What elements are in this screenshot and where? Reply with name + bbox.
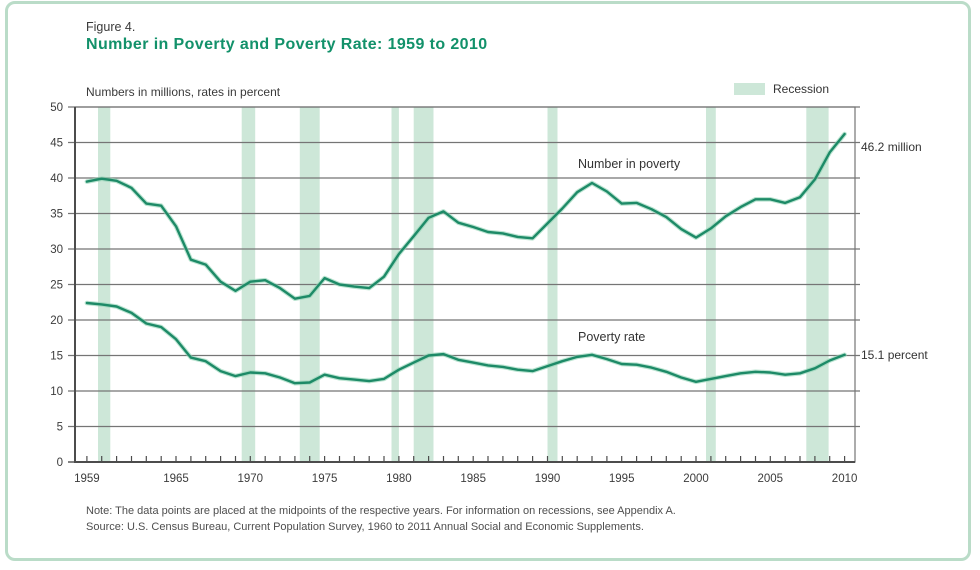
x-tick-label: 1985 — [460, 473, 486, 485]
y-tick-label: 15 — [50, 351, 63, 363]
x-tick-label: 1965 — [163, 473, 189, 485]
note-text: Note: The data points are placed at the … — [86, 505, 676, 517]
y-tick-label: 40 — [50, 173, 63, 185]
chart-canvas: 1959 1965 1970 1975 1980 1985 1990 1995 2000 2005… — [50, 102, 860, 485]
y-tick-label: 45 — [50, 138, 63, 150]
x-tick-label: 1959 — [74, 473, 100, 485]
annotation-number-end-value: 46.2 million — [861, 140, 922, 154]
series-label-poverty-rate: Poverty rate — [578, 330, 646, 344]
line-poverty-rate — [85, 301, 846, 385]
axis-units-label: Numbers in millions, rates in percent — [86, 85, 281, 99]
y-tick-label: 35 — [50, 209, 63, 221]
figure-label: Figure 4. — [86, 20, 136, 34]
line-halo-poverty-rate — [84, 300, 847, 386]
y-tick-label: 30 — [50, 244, 63, 256]
x-tick-label: 1995 — [609, 473, 635, 485]
recession-legend-label: Recession — [773, 82, 830, 96]
x-tick-label: 1970 — [238, 473, 264, 485]
x-tick-label: 1980 — [386, 473, 412, 485]
y-tick-label: 20 — [50, 315, 63, 327]
x-tick-label: 2010 — [832, 473, 858, 485]
y-tick-label: 25 — [50, 280, 63, 292]
figure-title: Number in Poverty and Poverty Rate: 1959… — [86, 36, 488, 53]
x-tick-label: 1975 — [312, 473, 338, 485]
x-tick-label: 2005 — [758, 473, 784, 485]
y-tick-label: 0 — [57, 457, 63, 469]
line-number-in-poverty — [85, 132, 846, 300]
y-tick-label: 50 — [50, 102, 63, 114]
y-tick-label: 10 — [50, 386, 63, 398]
recession-swatch — [734, 83, 765, 95]
y-tick-label: 5 — [57, 422, 63, 434]
x-tick-label: 1990 — [535, 473, 561, 485]
series-label-number-in-poverty: Number in poverty — [578, 157, 681, 171]
annotation-rate-end-value: 15.1 percent — [861, 348, 928, 362]
legend: Recession — [734, 82, 829, 96]
line-halo-number-in-poverty — [84, 131, 847, 301]
x-tick-label: 2000 — [683, 473, 709, 485]
source-text: Source: U.S. Census Bureau, Current Popu… — [86, 521, 644, 533]
